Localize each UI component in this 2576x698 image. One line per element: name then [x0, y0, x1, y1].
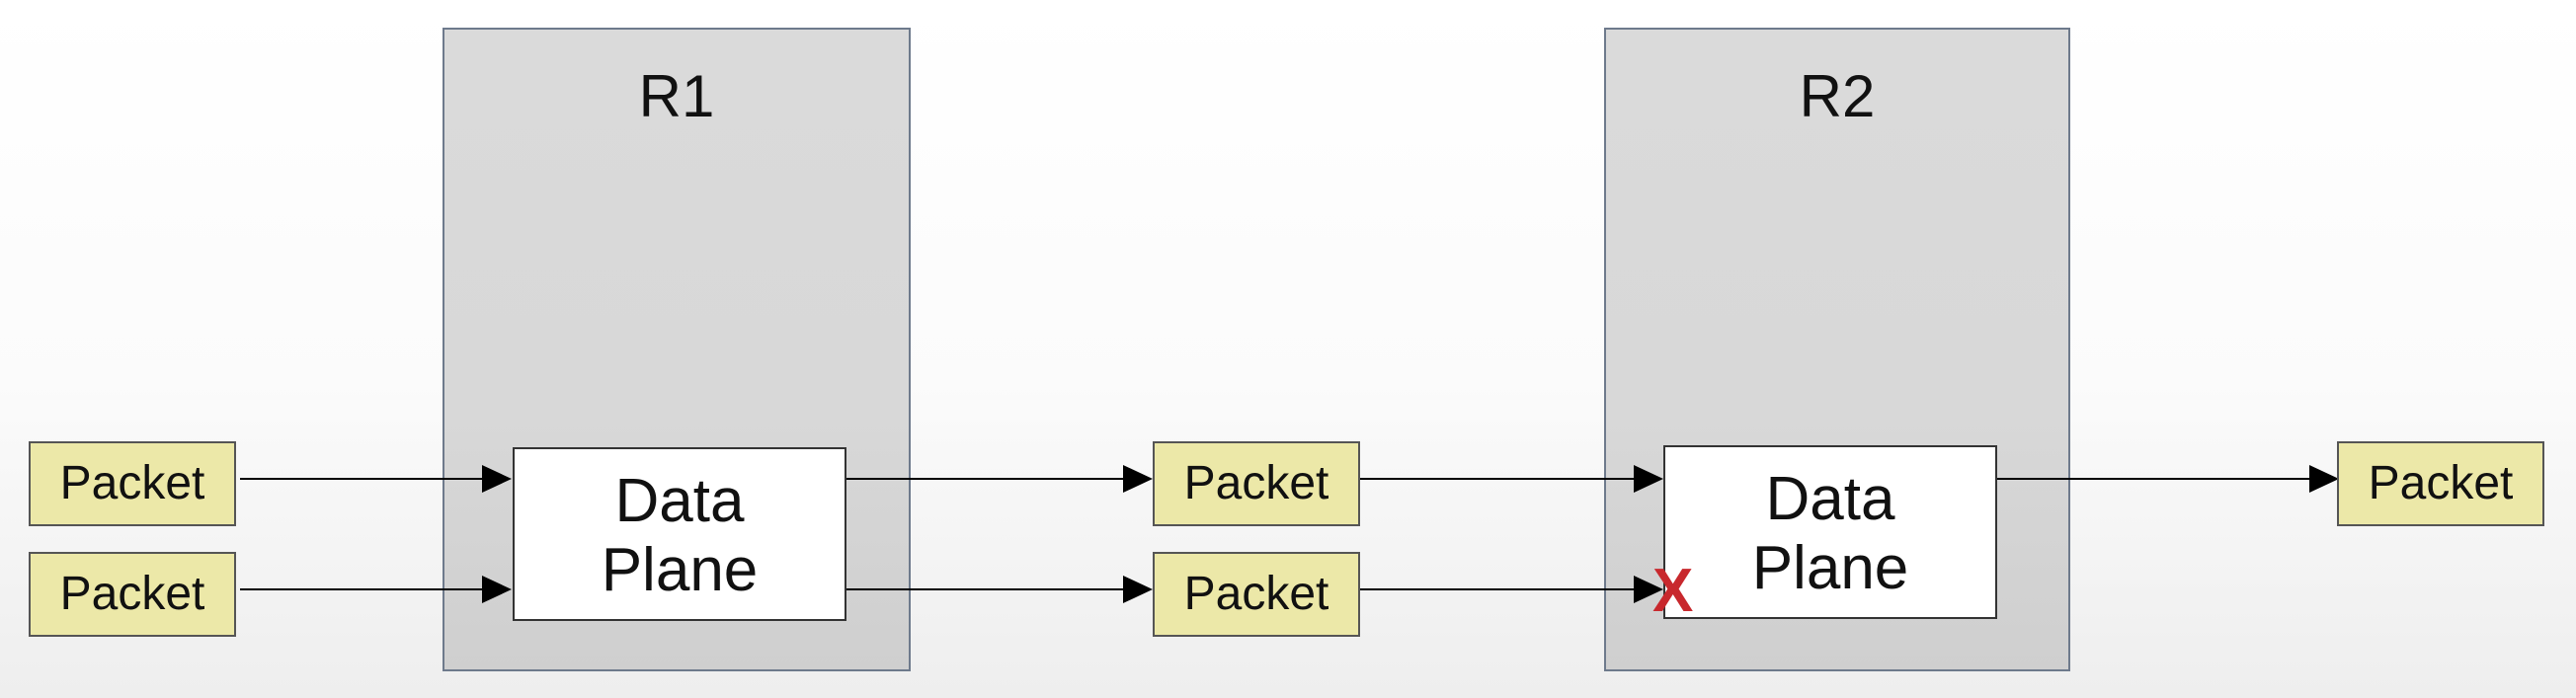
r2-data-plane: Data Plane: [1663, 445, 1997, 619]
arrowhead-r2-out: [2309, 465, 2339, 493]
packet-output-top: Packet: [2337, 441, 2544, 526]
packet-middle-top: Packet: [1153, 441, 1360, 526]
r1-data-plane-line2: Plane: [601, 536, 759, 604]
packet-input-bottom: Packet: [29, 552, 236, 637]
r2-data-plane-line2: Plane: [1751, 534, 1909, 602]
router-r2-label: R2: [1799, 63, 1876, 129]
arrowhead-r1-mid-top: [1123, 465, 1153, 493]
arrowhead-r1-mid-bottom: [1123, 576, 1153, 603]
packet-input-top: Packet: [29, 441, 236, 526]
r1-data-plane-line1: Data: [614, 467, 745, 535]
r1-data-plane: Data Plane: [513, 447, 846, 621]
r2-data-plane-line1: Data: [1765, 465, 1895, 533]
packet-middle-bottom: Packet: [1153, 552, 1360, 637]
packet-drop-x-icon: X: [1652, 557, 1694, 625]
router-r1-label: R1: [638, 63, 715, 129]
